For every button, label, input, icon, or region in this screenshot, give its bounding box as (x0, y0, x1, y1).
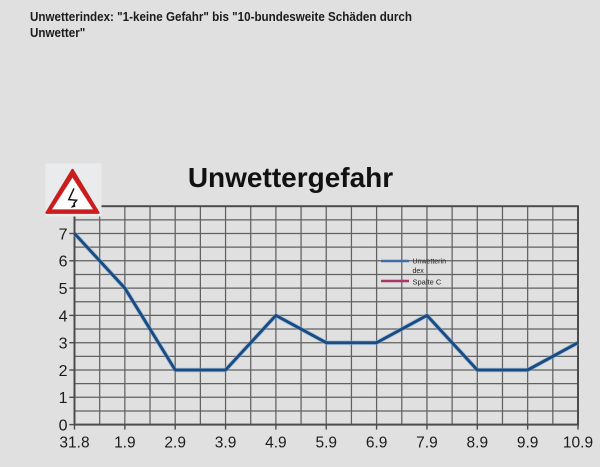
svg-text:2.9: 2.9 (164, 434, 186, 451)
svg-text:5.9: 5.9 (315, 434, 337, 451)
svg-text:6: 6 (59, 254, 68, 271)
svg-text:7: 7 (59, 226, 68, 243)
svg-text:3.9: 3.9 (215, 434, 237, 451)
svg-text:7.9: 7.9 (416, 434, 438, 451)
svg-text:dex: dex (413, 268, 425, 275)
svg-text:5: 5 (59, 281, 68, 298)
svg-text:31.8: 31.8 (59, 434, 89, 451)
svg-text:2: 2 (59, 363, 68, 380)
svg-text:1.9: 1.9 (114, 434, 136, 451)
svg-text:8.9: 8.9 (467, 434, 489, 451)
svg-text:6.9: 6.9 (366, 434, 388, 451)
svg-text:9.9: 9.9 (517, 434, 539, 451)
svg-text:Unwetterin: Unwetterin (413, 259, 447, 266)
svg-text:Spalte C: Spalte C (413, 277, 442, 286)
svg-text:3: 3 (59, 336, 68, 353)
svg-text:4: 4 (59, 308, 68, 325)
svg-text:0: 0 (59, 417, 68, 434)
svg-text:10.9: 10.9 (563, 434, 593, 451)
svg-text:1: 1 (59, 390, 68, 407)
svg-text:4.9: 4.9 (265, 434, 287, 451)
